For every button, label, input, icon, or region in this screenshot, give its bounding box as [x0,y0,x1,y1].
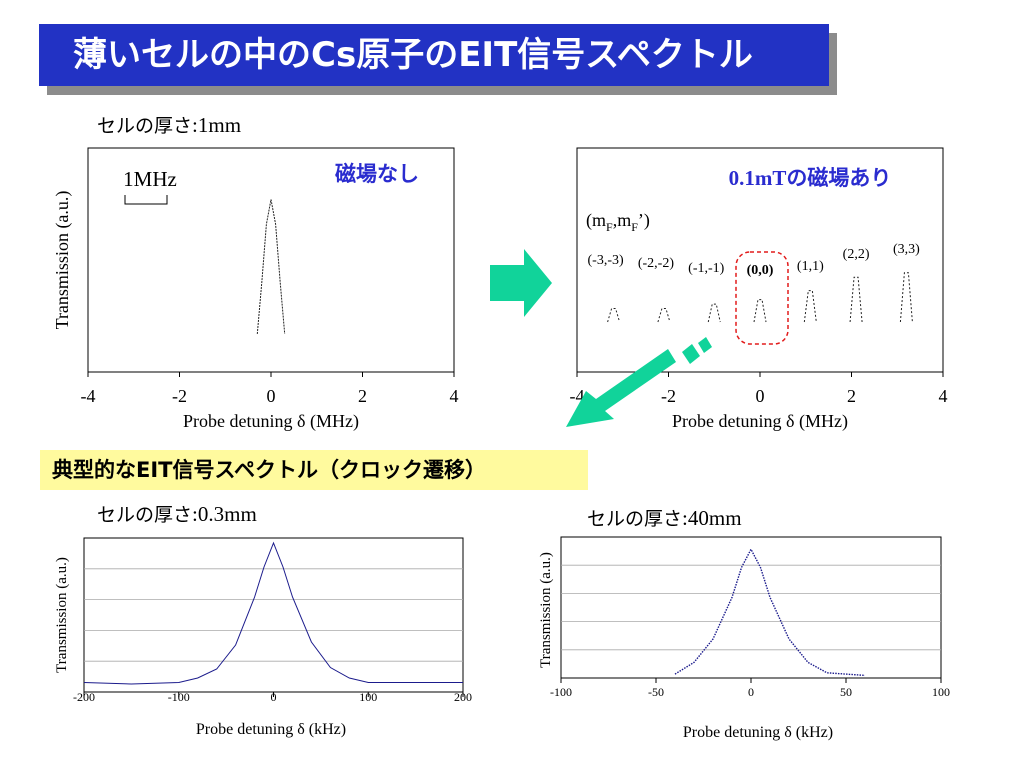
peak-label: (3,3) [893,242,920,257]
x-tick-label: 100 [932,685,950,699]
x-axis-label: Probe detuning δ (kHz) [196,721,346,738]
thickness-label-value: 1mm [197,113,242,137]
arrow-diagonal-icon [566,337,712,427]
x-tick-label: 2 [847,386,856,406]
peak-trace [753,299,767,323]
arrow-right-icon [490,249,552,317]
thickness-label-sep: : [192,113,198,137]
plot-frame [560,536,942,679]
thickness-label-text: セルの厚さ [97,115,193,137]
peak-label: (1,1) [797,259,824,274]
x-tick-label: 4 [939,386,948,406]
x-tick-label: 0 [271,690,277,704]
thickness-label-text: セルの厚さ [587,508,683,530]
section-label: 典型的なEIT信号スペクトル（クロック遷移） [40,450,588,490]
scale-bar [124,195,168,205]
x-tick-label: -100 [168,690,190,704]
x-tick-label: -2 [661,386,676,406]
x-axis-label: Probe detuning δ (MHz) [672,411,848,432]
mf-header: (mF,mF’) [586,210,650,234]
thickness-label-sep: : [192,502,198,526]
thickness-label-value: 0.3mm [197,502,257,526]
peak-trace [899,272,913,323]
series-line [83,541,463,685]
x-axis-label: Probe detuning δ (kHz) [683,724,833,741]
slide-title: 薄いセルの中のCs原子のEIT信号スペクトル [39,24,829,86]
no-field-annotation: 磁場なし [335,162,419,186]
x-tick-label: 50 [840,685,852,699]
x-tick-label: -100 [550,685,572,699]
peak-trace [803,290,817,323]
highlight-box [735,251,789,345]
x-tick-label: 4 [450,386,459,406]
peak-label: (2,2) [843,247,870,262]
y-axis-label: Transmission (a.u.) [538,552,554,668]
x-tick-label: -4 [81,386,96,406]
scale-label: 1MHz [123,167,177,191]
peak-label: (-1,-1) [688,261,724,276]
x-tick-label: 200 [454,690,472,704]
peak-label: (0,0) [747,263,774,278]
peak-label: (-2,-2) [638,256,674,271]
chart-top-left: Transmission (a.u.) -4 -2 0 2 4 Probe detuni… [52,147,459,432]
peak-trace [707,303,721,323]
x-tick-label: 2 [358,386,367,406]
thickness-label-sep: : [682,506,688,530]
chart-top-right: -4 -2 0 2 4 Probe detuning δ (MHz) 0.1mTの磁場あ… [570,147,948,432]
thickness-label-text: セルの厚さ [97,504,193,526]
x-tick-label: 0 [756,386,765,406]
chart-bottom-left: Transmission (a.u.) -200 -100 0 100 200 Prob… [54,537,472,738]
x-tick-label: -2 [172,386,187,406]
peak-trace [849,276,863,323]
thickness-label-1mm: セルの厚さ:1mm [97,111,241,138]
y-axis-label: Transmission (a.u.) [54,557,70,673]
x-tick-label: -200 [73,690,95,704]
field-annotation: 0.1mTの磁場あり [729,166,892,190]
peak-trace [607,308,621,323]
x-tick-label: 0 [267,386,276,406]
x-tick-label: 0 [748,685,754,699]
thickness-label-0.3mm: セルの厚さ:0.3mm [97,500,257,527]
peak-label: (-3,-3) [588,253,624,268]
y-axis-label: Transmission (a.u.) [52,191,73,330]
series-line [674,547,866,677]
chart-bottom-right: Transmission (a.u.) -100 -50 0 50 100 Probe … [538,536,950,741]
peak-trace [657,308,671,323]
thickness-label-value: 40mm [687,506,742,530]
series-line [256,199,286,334]
thickness-label-40mm: セルの厚さ:40mm [587,504,742,531]
x-tick-label: -50 [648,685,664,699]
x-axis-label: Probe detuning δ (MHz) [183,411,359,432]
x-tick-label: 100 [359,690,377,704]
plot-frame [83,537,464,693]
